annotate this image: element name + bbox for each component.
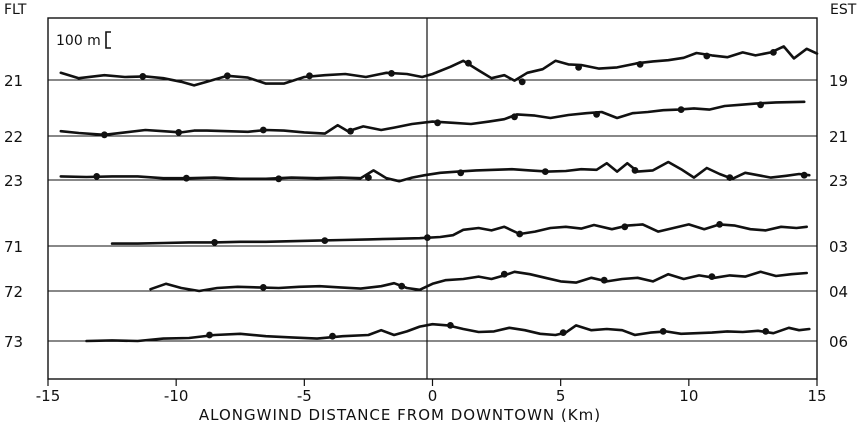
marker-flt-73-5 — [659, 328, 667, 335]
marker-flt-21-10 — [770, 49, 777, 56]
marker-flt-22-4 — [347, 127, 354, 135]
x-tick-label--5: -5 — [297, 387, 312, 405]
marker-flt-71-6 — [716, 221, 723, 228]
marker-flt-22-9 — [757, 101, 764, 109]
marker-flt-23-5 — [457, 169, 465, 177]
est-label-23: 23 — [829, 172, 848, 190]
flt-label-23: 23 — [4, 172, 23, 190]
marker-flt-23-7 — [631, 167, 639, 174]
marker-flt-23-9 — [800, 171, 808, 179]
marker-flt-21-6 — [518, 78, 526, 86]
marker-flt-71-3 — [424, 234, 431, 242]
marker-flt-23-4 — [365, 174, 372, 182]
marker-flt-72-4 — [600, 276, 608, 284]
marker-flt-21-1 — [139, 73, 147, 80]
flt-label-72: 72 — [4, 283, 23, 301]
est-label-03: 03 — [829, 238, 848, 256]
series-line-flt-72 — [149, 270, 808, 293]
x-tick-label--10: -10 — [164, 387, 189, 405]
marker-flt-22-1 — [101, 131, 108, 139]
scale-bar-label: 100 m — [56, 33, 101, 49]
marker-flt-23-8 — [726, 174, 734, 182]
x-tick-label-0: 0 — [428, 387, 438, 405]
marker-flt-21-3 — [306, 72, 313, 80]
marker-flt-73-3 — [447, 322, 454, 329]
scale-bar: 100 m — [56, 31, 111, 49]
marker-flt-71-1 — [211, 239, 219, 246]
x-tick-label-15: 15 — [807, 387, 826, 405]
series-line-flt-73 — [85, 322, 811, 343]
marker-flt-22-3 — [259, 126, 267, 134]
est-label-04: 04 — [829, 283, 848, 301]
x-tick-label--15: -15 — [36, 387, 61, 405]
marker-flt-23-2 — [183, 174, 190, 182]
est-label-06: 06 — [829, 333, 848, 351]
marker-flt-71-2 — [321, 237, 329, 245]
marker-flt-21-9 — [703, 52, 711, 60]
marker-flt-71-5 — [621, 223, 629, 231]
flt-label-22: 22 — [4, 128, 23, 146]
flt-label-73: 73 — [4, 333, 23, 351]
marker-flt-73-2 — [329, 332, 336, 340]
marker-flt-21-8 — [636, 61, 644, 68]
marker-flt-21-7 — [575, 64, 582, 71]
marker-flt-22-8 — [677, 106, 685, 113]
right-axis-title: EST — [830, 2, 857, 18]
flt-label-21: 21 — [4, 72, 23, 90]
marker-flt-71-4 — [516, 230, 524, 238]
marker-flt-73-1 — [206, 331, 213, 339]
series-line-flt-22 — [59, 100, 806, 137]
marker-flt-23-6 — [541, 168, 549, 176]
marker-flt-72-3 — [500, 270, 508, 278]
x-tick-label-10: 10 — [679, 387, 698, 405]
flt-label-71: 71 — [4, 238, 23, 256]
est-label-21: 21 — [829, 128, 848, 146]
marker-flt-23-3 — [275, 175, 283, 183]
series-line-flt-21 — [59, 45, 819, 87]
x-tick-label-5: 5 — [556, 387, 566, 405]
marker-flt-22-5 — [434, 119, 441, 127]
marker-flt-72-1 — [259, 284, 267, 291]
marker-flt-21-5 — [465, 59, 472, 67]
marker-flt-22-2 — [175, 129, 183, 136]
marker-flt-22-7 — [593, 111, 600, 118]
marker-flt-73-4 — [559, 329, 567, 336]
marker-flt-72-5 — [708, 273, 716, 280]
marker-flt-23-1 — [93, 173, 101, 180]
marker-flt-21-2 — [224, 72, 231, 80]
series-line-flt-23 — [59, 160, 811, 183]
scale-bar-bracket — [105, 31, 111, 49]
left-axis-title: FLT — [4, 2, 27, 18]
marker-flt-21-4 — [388, 70, 395, 77]
marker-flt-73-6 — [762, 328, 770, 335]
est-label-19: 19 — [829, 72, 848, 90]
marker-flt-22-6 — [511, 113, 518, 121]
x-axis-title: ALONGWIND DISTANCE FROM DOWNTOWN (Km) — [199, 406, 601, 424]
marker-flt-72-2 — [398, 282, 406, 290]
